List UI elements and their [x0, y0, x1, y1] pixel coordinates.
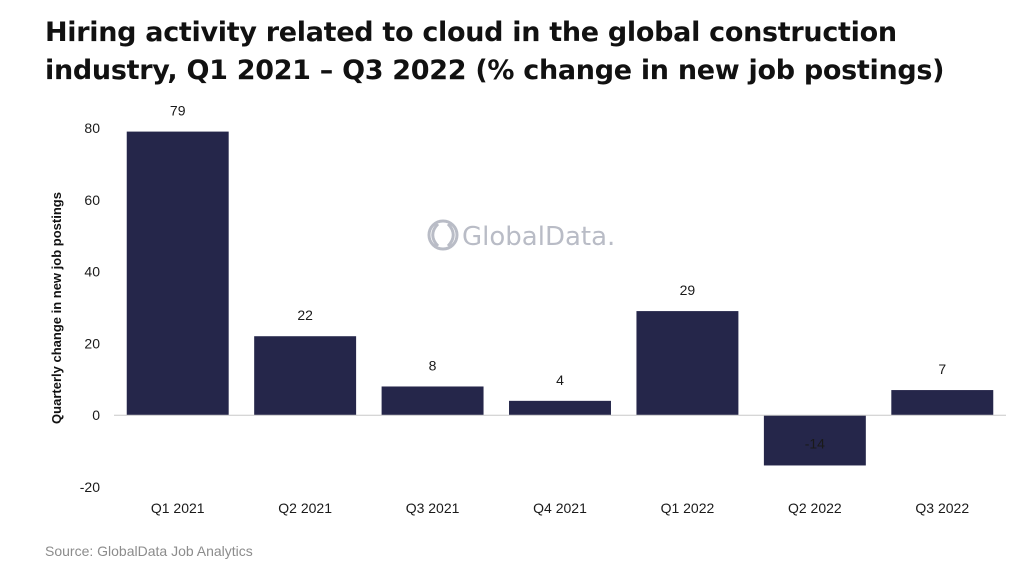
y-tick-label: 0: [92, 407, 100, 423]
x-tick-label: Q1 2022: [661, 500, 715, 516]
data-label: 7: [938, 361, 946, 377]
data-label: 8: [429, 357, 437, 373]
y-tick-label: 80: [84, 120, 100, 136]
bar: [891, 390, 994, 416]
globaldata-logo-icon: [427, 219, 459, 251]
y-tick-label: 60: [84, 192, 100, 208]
x-tick-label: Q2 2022: [788, 500, 842, 516]
bar: [254, 336, 357, 416]
y-axis-label: Quarterly change in new job postings: [49, 192, 64, 424]
watermark: GlobalData.: [427, 219, 615, 252]
source-note: Source: GlobalData Job Analytics: [45, 543, 253, 559]
data-labels: 79 22 8 4 29 -14 7: [170, 103, 946, 452]
data-label: 22: [297, 307, 313, 323]
x-tick-label: Q4 2021: [533, 500, 587, 516]
y-tick-label: 20: [84, 335, 100, 351]
y-tick-label: 40: [84, 264, 100, 280]
chart-title: Hiring activity related to cloud in the …: [45, 17, 945, 86]
y-axis-ticks: 80 60 40 20 0 -20: [80, 120, 100, 495]
data-label: -14: [805, 435, 825, 451]
bars: [126, 131, 994, 466]
data-label: 29: [680, 282, 696, 298]
x-tick-label: Q3 2022: [915, 500, 969, 516]
data-label: 4: [556, 372, 564, 388]
bar: [763, 415, 866, 466]
x-tick-label: Q3 2021: [406, 500, 460, 516]
x-axis-ticks: Q1 2021 Q2 2021 Q3 2021 Q4 2021 Q1 2022 Q2 20…: [151, 500, 969, 516]
x-tick-label: Q1 2021: [151, 500, 205, 516]
y-tick-label: -20: [80, 479, 100, 495]
watermark-text: GlobalData.: [462, 222, 615, 252]
bar: [126, 131, 229, 416]
data-label: 79: [170, 103, 186, 119]
bar: [636, 311, 739, 416]
bar: [509, 400, 611, 416]
x-tick-label: Q2 2021: [278, 500, 332, 516]
bar: [381, 386, 484, 416]
